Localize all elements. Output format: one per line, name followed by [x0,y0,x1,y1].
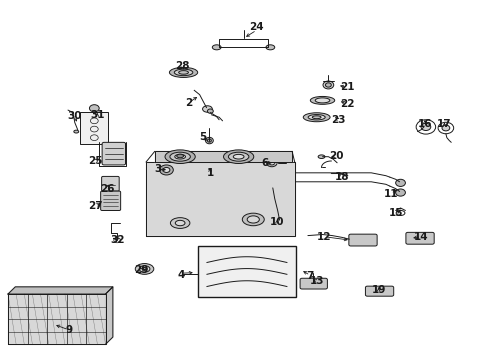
Ellipse shape [312,116,321,119]
Text: 32: 32 [110,235,125,245]
Text: 3: 3 [154,164,162,174]
Ellipse shape [205,137,213,144]
Ellipse shape [307,114,325,120]
Text: 28: 28 [175,61,189,71]
FancyBboxPatch shape [101,191,121,211]
Ellipse shape [223,150,253,163]
Ellipse shape [169,67,197,77]
Circle shape [420,123,430,131]
Ellipse shape [303,113,329,122]
Ellipse shape [246,216,259,223]
Text: 21: 21 [339,82,353,93]
Circle shape [89,105,99,112]
Text: 2: 2 [184,98,192,108]
Text: 4: 4 [177,270,184,280]
Ellipse shape [169,152,190,161]
Ellipse shape [266,159,277,167]
Ellipse shape [139,266,150,272]
Circle shape [441,125,449,131]
FancyBboxPatch shape [102,176,119,191]
Text: 22: 22 [339,99,353,109]
Ellipse shape [178,71,188,74]
Ellipse shape [174,69,192,76]
Text: 30: 30 [67,111,82,121]
Circle shape [395,179,405,186]
FancyBboxPatch shape [405,232,433,244]
Ellipse shape [202,106,212,112]
Ellipse shape [228,152,248,161]
Circle shape [163,167,169,172]
Ellipse shape [207,109,213,113]
Ellipse shape [233,154,244,159]
Text: 18: 18 [334,172,348,182]
Ellipse shape [318,155,325,158]
Text: 8: 8 [242,258,248,268]
Ellipse shape [170,218,189,228]
Text: 16: 16 [417,120,431,129]
Text: 29: 29 [134,265,148,275]
Text: 25: 25 [88,156,102,166]
Ellipse shape [164,150,195,163]
Ellipse shape [268,161,274,165]
Bar [198,246,295,297]
Circle shape [159,165,173,175]
FancyBboxPatch shape [102,142,125,165]
Text: 19: 19 [371,285,385,296]
Text: 23: 23 [330,115,345,125]
Text: 9: 9 [65,325,72,335]
Ellipse shape [242,213,264,226]
Text: 11: 11 [383,189,397,199]
Text: 13: 13 [309,276,323,286]
Text: 10: 10 [269,217,284,227]
Ellipse shape [315,98,329,103]
Ellipse shape [323,81,333,89]
Text: 24: 24 [249,22,264,32]
Polygon shape [146,162,294,235]
Text: 14: 14 [413,232,427,242]
FancyBboxPatch shape [300,278,327,289]
Ellipse shape [325,83,330,87]
Ellipse shape [212,45,221,50]
Text: 5: 5 [199,132,206,142]
Text: 7: 7 [306,271,313,281]
Polygon shape [105,287,113,344]
Ellipse shape [135,264,154,274]
Ellipse shape [310,96,334,104]
Ellipse shape [142,267,147,270]
Ellipse shape [175,220,184,226]
Text: 20: 20 [328,150,343,161]
Text: 15: 15 [387,208,402,218]
Circle shape [395,189,405,196]
Bar [80,112,108,144]
Text: 12: 12 [316,232,330,242]
FancyBboxPatch shape [365,286,393,296]
Polygon shape [8,294,105,344]
FancyBboxPatch shape [348,234,376,246]
Polygon shape [8,287,113,294]
Text: 26: 26 [100,184,114,194]
Text: 31: 31 [90,110,104,120]
Text: 6: 6 [261,158,268,168]
Ellipse shape [176,154,183,158]
Polygon shape [155,151,291,162]
Ellipse shape [265,45,274,50]
Text: 1: 1 [206,168,214,178]
Text: 17: 17 [436,120,451,129]
Ellipse shape [207,139,211,142]
Text: 27: 27 [88,201,102,211]
Ellipse shape [74,130,79,133]
Ellipse shape [174,154,185,159]
